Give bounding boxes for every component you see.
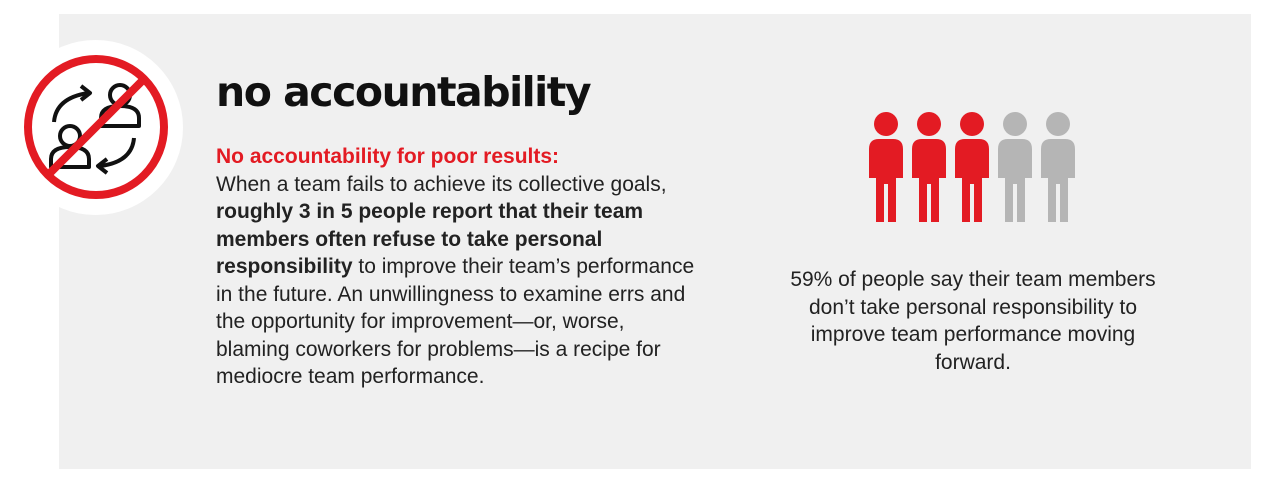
stat-caption: 59% of people say their team members don… [790, 268, 1156, 374]
people-pictogram-svg [869, 112, 1075, 222]
person-icon [1041, 112, 1075, 222]
body-paragraph: No accountability for poor results: When … [216, 143, 696, 391]
person-icon [912, 112, 946, 222]
person-icon [955, 112, 989, 222]
no-accountability-icon [24, 55, 168, 199]
person-icon [998, 112, 1032, 222]
people-pictogram [864, 112, 1079, 224]
page-title: no accountability [216, 68, 592, 116]
body-text-intro: When a team fails to achieve its collect… [216, 172, 667, 196]
content-panel [59, 14, 1251, 469]
body-highlight: roughly 3 in 5 people report that their … [216, 200, 644, 278]
body-subhead: No accountability for poor results: [216, 145, 560, 168]
no-accountability-badge [8, 40, 183, 215]
person-icon [869, 112, 903, 222]
body-text-rest: to improve their team’s performance in t… [216, 255, 695, 388]
